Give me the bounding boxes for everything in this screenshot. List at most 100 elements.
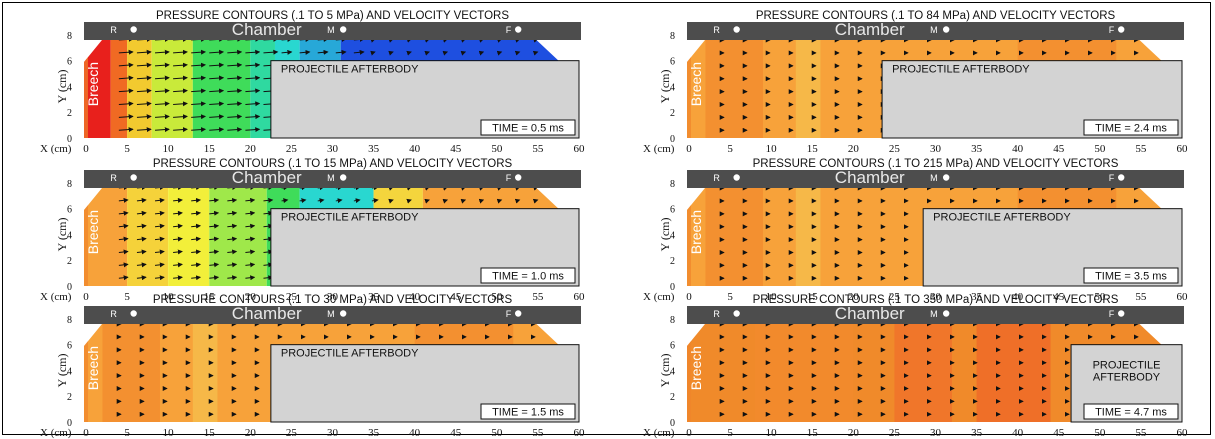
x-tick-label: 60 — [574, 143, 586, 155]
velocity-vector — [136, 114, 152, 120]
gauge-label-r: R — [713, 25, 720, 35]
y-tick-label: 6 — [67, 57, 72, 68]
contour-edge — [687, 40, 691, 138]
velocity-vector — [496, 198, 503, 204]
velocity-vector — [154, 262, 165, 268]
gauge-point-m — [339, 310, 347, 317]
velocity-vector — [281, 198, 289, 204]
x-tick-label: 30 — [930, 143, 942, 155]
chamber-wall — [84, 22, 581, 40]
y-tick-label: 2 — [67, 108, 72, 119]
velocity-vector — [154, 210, 165, 216]
velocity-vector — [191, 236, 202, 242]
chamber-label: Chamber — [232, 168, 302, 187]
panel-title: PRESSURE CONTOURS (.1 TO 350 MPa) AND VE… — [753, 294, 1119, 306]
y-tick-label: 6 — [670, 341, 675, 352]
gauge-point-f — [514, 174, 522, 181]
velocity-vector — [136, 236, 147, 242]
x-tick-label: 15 — [204, 143, 216, 155]
y-tick-label: 0 — [67, 418, 72, 429]
y-tick-label: 4 — [670, 366, 675, 377]
y-tick-label: 4 — [67, 230, 72, 241]
afterbody-label-line2: AFTERBODY — [1093, 372, 1161, 384]
velocity-vector — [173, 223, 183, 229]
velocity-vector — [118, 49, 134, 55]
velocity-vector — [173, 249, 183, 255]
velocity-vector — [154, 223, 165, 229]
velocity-vector — [245, 101, 261, 107]
gauge-label-r: R — [110, 309, 117, 319]
velocity-vector — [281, 49, 293, 55]
velocity-vector — [227, 210, 238, 216]
x-tick-label: 45 — [450, 291, 462, 303]
gauge-point-r — [130, 26, 137, 33]
x-tick-label: 50 — [1094, 291, 1106, 303]
velocity-vector — [191, 275, 202, 281]
panel-title: PRESSURE CONTOURS (.1 TO 215 MPa) AND VE… — [753, 158, 1119, 170]
velocity-vector — [118, 249, 129, 255]
velocity-vector — [227, 262, 238, 268]
y-axis-label: Y (cm) — [55, 70, 69, 104]
velocity-vector — [136, 223, 147, 229]
velocity-vector — [299, 49, 311, 55]
x-tick-label: 45 — [1053, 427, 1065, 439]
chamber-wall — [687, 306, 1184, 324]
velocity-vector — [227, 114, 243, 120]
velocity-vector — [191, 262, 202, 268]
velocity-vector — [209, 75, 225, 81]
velocity-vector — [191, 210, 202, 216]
velocity-vector — [245, 275, 256, 281]
breech-label: Breech — [85, 346, 101, 390]
x-tick-label: 40 — [1012, 291, 1024, 303]
velocity-vector — [532, 198, 539, 204]
gauge-point-r — [130, 310, 137, 317]
time-label: TIME = 2.4 ms — [1095, 123, 1167, 135]
velocity-vector — [173, 88, 188, 94]
velocity-vector — [388, 198, 394, 204]
velocity-vector — [227, 223, 238, 229]
contour-band — [84, 188, 128, 286]
gauge-label-m: M — [930, 173, 938, 183]
x-tick-label: 45 — [1053, 291, 1065, 303]
contour-band — [795, 40, 821, 138]
y-axis-label: Y (cm) — [658, 354, 672, 388]
afterbody-label: PROJECTILE AFTERBODY — [281, 64, 419, 76]
gauge-label-f: F — [1109, 25, 1115, 35]
velocity-vector — [191, 88, 207, 94]
velocity-vector — [136, 127, 152, 133]
contour-band — [976, 324, 1051, 422]
time-label: TIME = 1.0 ms — [492, 271, 564, 283]
x-tick-label: 25 — [286, 291, 298, 303]
chamber-wall — [84, 170, 581, 188]
y-axis-label: Y (cm) — [658, 218, 672, 252]
x-tick-label: 15 — [807, 143, 819, 155]
velocity-vector — [118, 75, 134, 81]
panel-title: PRESSURE CONTOURS (.1 TO 84 MPa) AND VEL… — [756, 10, 1116, 22]
velocity-vector — [173, 62, 188, 68]
x-tick-label: 0 — [83, 143, 89, 155]
gauge-point-f — [514, 310, 522, 317]
velocity-vector — [173, 236, 183, 242]
velocity-vector — [532, 50, 539, 56]
contour-edge — [687, 324, 691, 422]
x-tick-label: 40 — [409, 143, 421, 155]
y-tick-label: 4 — [670, 230, 675, 241]
x-tick-label: 10 — [163, 427, 175, 439]
x-tick-label: 40 — [1012, 427, 1024, 439]
velocity-vector — [191, 223, 202, 229]
velocity-vector — [191, 127, 207, 133]
velocity-vector — [424, 50, 430, 56]
velocity-vector — [136, 210, 147, 216]
time-box: TIME = 1.5 ms — [480, 403, 576, 420]
y-tick-label: 4 — [67, 366, 72, 377]
velocity-vector — [191, 62, 207, 68]
y-tick-label: 8 — [670, 31, 675, 42]
x-tick-label: 25 — [889, 427, 901, 439]
gauge-label-m: M — [327, 309, 335, 319]
x-tick-label: 0 — [686, 291, 692, 303]
x-tick-label: 60 — [1177, 143, 1189, 155]
x-tick-label: 30 — [930, 291, 942, 303]
velocity-vector — [263, 197, 274, 203]
x-tick-label: 50 — [1094, 427, 1106, 439]
velocity-vector — [154, 127, 170, 133]
